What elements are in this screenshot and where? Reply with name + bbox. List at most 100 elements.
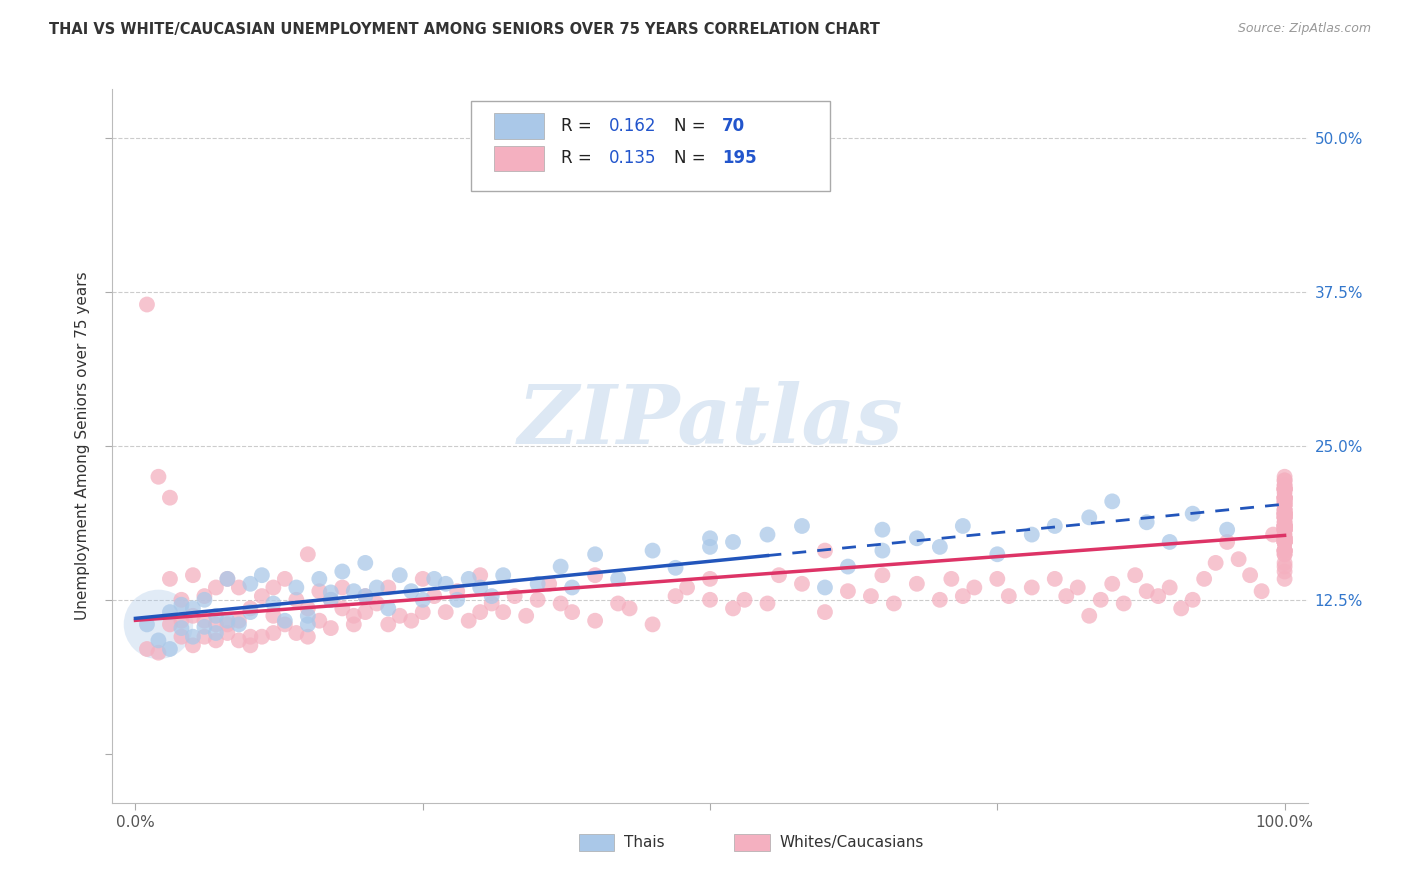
Point [1274, 491, 1296, 505]
Point [756, 527, 779, 541]
Point [1274, 507, 1296, 521]
Point [412, 592, 434, 607]
Point [343, 584, 366, 599]
Point [1274, 510, 1296, 524]
Point [1274, 531, 1296, 545]
Point [1274, 510, 1296, 524]
Point [170, 614, 193, 628]
Point [159, 642, 181, 657]
Point [205, 617, 228, 632]
Point [1274, 523, 1296, 537]
Point [1205, 556, 1227, 570]
Point [354, 605, 377, 619]
Point [319, 621, 342, 635]
Point [676, 581, 699, 595]
Point [1274, 519, 1296, 533]
Point [1274, 507, 1296, 521]
Point [1274, 531, 1296, 545]
Point [664, 561, 686, 575]
Point [412, 572, 434, 586]
Point [193, 620, 215, 634]
Point [583, 568, 606, 582]
Point [1274, 527, 1296, 541]
Point [343, 608, 366, 623]
Point [274, 617, 297, 632]
Point [859, 589, 882, 603]
Point [1274, 556, 1296, 570]
Point [1274, 498, 1296, 512]
Point [217, 572, 239, 586]
Point [1181, 507, 1204, 521]
Point [619, 601, 641, 615]
Point [1147, 589, 1170, 603]
Point [1274, 523, 1296, 537]
Point [1261, 527, 1284, 541]
Point [1136, 584, 1159, 599]
Point [377, 601, 399, 615]
Point [1274, 547, 1296, 561]
Point [941, 572, 963, 586]
Point [239, 638, 262, 652]
Point [526, 576, 548, 591]
Point [239, 605, 262, 619]
Point [170, 621, 193, 635]
Point [250, 630, 273, 644]
Point [1274, 535, 1296, 549]
Point [1274, 516, 1296, 530]
Point [928, 540, 950, 554]
Point [136, 297, 159, 311]
Point [1159, 535, 1181, 549]
Point [699, 540, 721, 554]
Point [837, 584, 859, 599]
Text: Whites/Caucasians: Whites/Caucasians [779, 835, 924, 850]
Point [1274, 494, 1296, 508]
Point [1274, 531, 1296, 545]
Point [193, 630, 215, 644]
Point [1274, 523, 1296, 537]
Point [1043, 519, 1066, 533]
Point [388, 568, 411, 582]
Point [1274, 485, 1296, 500]
Point [561, 581, 583, 595]
Point [1274, 482, 1296, 496]
Point [1078, 608, 1101, 623]
Point [285, 626, 308, 640]
Point [1274, 531, 1296, 545]
Point [1274, 535, 1296, 549]
Point [550, 597, 572, 611]
Point [148, 646, 170, 660]
Point [285, 592, 308, 607]
Point [1274, 507, 1296, 521]
Point [1274, 503, 1296, 517]
Point [159, 605, 181, 619]
Y-axis label: Unemployment Among Seniors over 75 years: Unemployment Among Seniors over 75 years [75, 272, 90, 620]
Point [768, 568, 790, 582]
Point [872, 543, 894, 558]
Point [1274, 474, 1296, 488]
Point [1274, 519, 1296, 533]
Point [239, 630, 262, 644]
Point [205, 608, 228, 623]
Point [297, 630, 319, 644]
Point [319, 585, 342, 599]
Point [1274, 478, 1296, 492]
Point [1274, 491, 1296, 505]
Text: 195: 195 [723, 150, 756, 168]
Point [1067, 581, 1090, 595]
Point [193, 614, 215, 628]
Point [262, 597, 284, 611]
Text: 0.135: 0.135 [609, 150, 657, 168]
Point [308, 584, 330, 599]
Point [148, 633, 170, 648]
Point [1274, 559, 1296, 574]
Point [159, 617, 181, 632]
Point [1274, 519, 1296, 533]
Point [297, 617, 319, 632]
Point [181, 630, 204, 644]
Point [250, 568, 273, 582]
FancyBboxPatch shape [471, 102, 830, 191]
Point [159, 491, 181, 505]
Point [1274, 510, 1296, 524]
Point [1239, 568, 1261, 582]
Point [159, 572, 181, 586]
